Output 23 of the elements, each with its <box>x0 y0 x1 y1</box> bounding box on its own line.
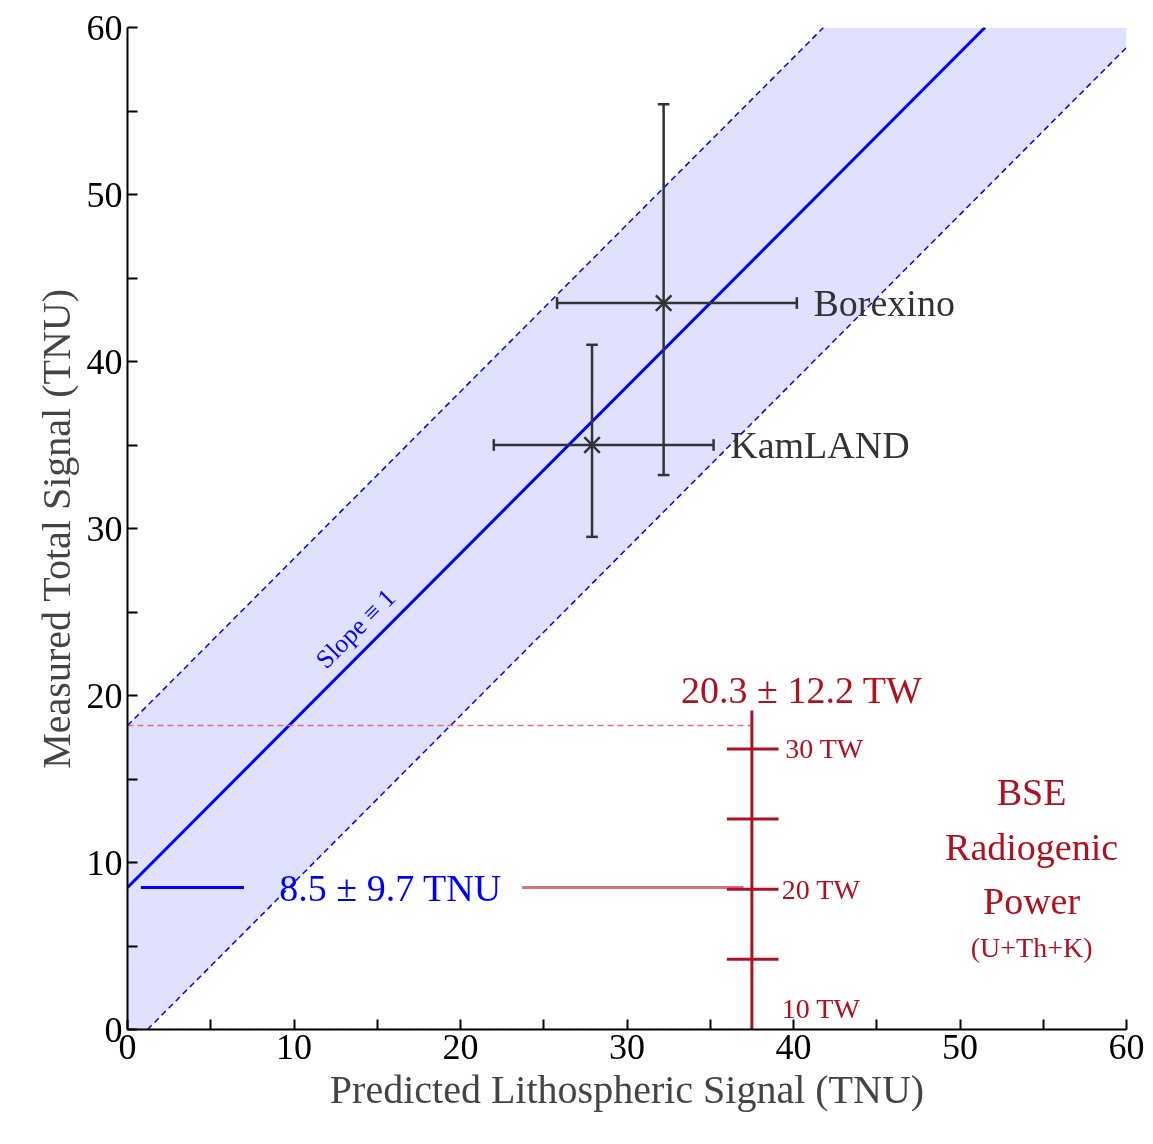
y-axis-title: Measured Total Signal (TNU) <box>33 289 79 769</box>
x-tick-label: 10 <box>276 1026 312 1067</box>
annotation: (U+Th+K) <box>970 932 1093 964</box>
annotation: 8.5 ± 9.7 TNU <box>279 866 502 909</box>
annotation: BSE Radiogenic Power <box>945 771 1119 922</box>
y-tick-label: 50 <box>86 174 123 215</box>
x-tick-label: 50 <box>942 1026 978 1067</box>
annotation: 30 TW <box>785 733 864 765</box>
x-tick-label: 60 <box>1108 1026 1145 1067</box>
x-tick-label: 40 <box>775 1026 812 1067</box>
annotation: 20.3 ± 12.2 TW <box>681 669 922 712</box>
annotation: 10 TW <box>781 993 861 1025</box>
text: KamLAND <box>730 424 910 466</box>
x-axis-title: Predicted Lithospheric Signal (TNU) <box>329 1066 925 1112</box>
y-tick-label: 40 <box>86 341 123 382</box>
y-tick-label: 30 <box>86 508 123 549</box>
text: Borexino <box>813 282 955 325</box>
y-tick-label: 10 <box>86 842 123 883</box>
x-tick-label: 20 <box>442 1026 479 1067</box>
y-tick-label: 60 <box>86 7 123 48</box>
x-tick-label: 30 <box>609 1026 645 1067</box>
y-tick-label: 20 <box>86 675 123 716</box>
annotation: 20 TW <box>781 873 861 905</box>
